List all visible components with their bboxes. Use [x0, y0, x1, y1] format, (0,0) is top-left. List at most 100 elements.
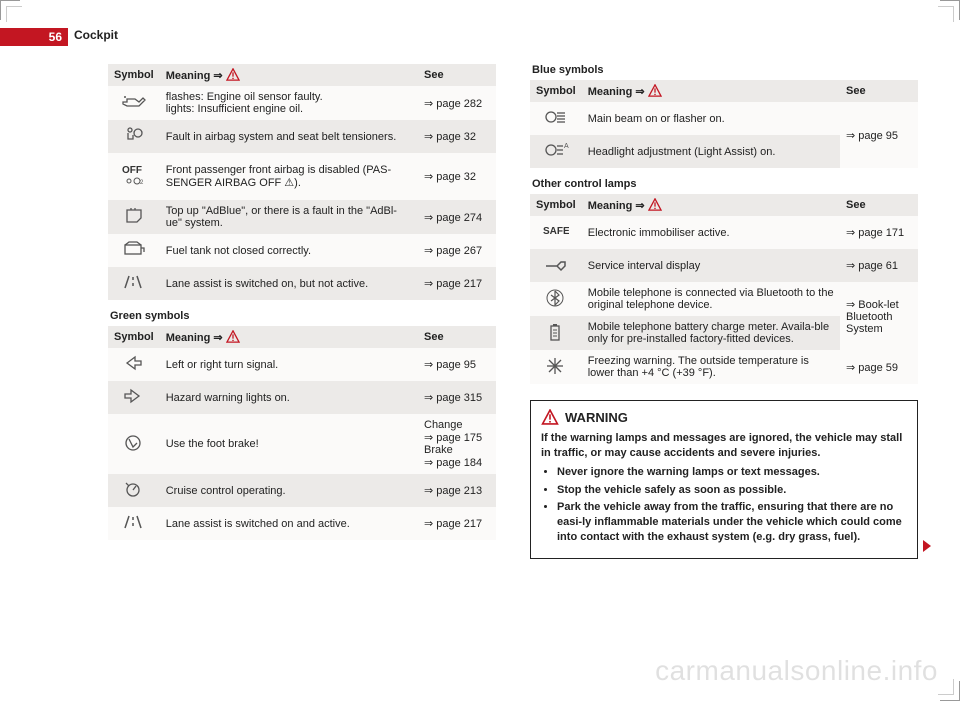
main-beam-icon [543, 107, 569, 127]
table-row: Use the foot brake!Change⇒ page 175Brake… [108, 414, 496, 474]
symbol-table-blue: Symbol Meaning ⇒ See Main beam on or fla… [530, 80, 918, 168]
meaning-cell: Front passenger front airbag is disabled… [160, 153, 418, 200]
see-cell: ⇒ page 32 [418, 153, 496, 200]
airbag-person-icon [121, 125, 147, 145]
meaning-cell: Service interval display [582, 249, 840, 282]
other-lamps-heading: Other control lamps [532, 178, 918, 190]
meaning-cell: Use the foot brake! [160, 414, 418, 474]
bluetooth-icon [543, 288, 569, 308]
col-meaning: Meaning ⇒ [582, 194, 840, 216]
battery-icon [543, 322, 569, 342]
table-row: Hazard warning lights on.⇒ page 315 [108, 381, 496, 414]
warning-triangle-icon [226, 330, 240, 343]
continuation-arrow-icon [923, 540, 931, 552]
see-cell: ⇒ page 315 [418, 381, 496, 414]
col-symbol: Symbol [108, 326, 160, 348]
arrow-right-icon [121, 386, 147, 406]
watermark: carmanualsonline.info [655, 655, 938, 687]
meaning-cell: Electronic immobiliser active. [582, 216, 840, 249]
table-row: Lane assist is switched on and active.⇒ … [108, 507, 496, 540]
warning-triangle-icon [648, 84, 662, 97]
meaning-cell: Fuel tank not closed correctly. [160, 234, 418, 267]
see-cell: ⇒ page 274 [418, 200, 496, 234]
col-meaning: Meaning ⇒ [160, 64, 418, 86]
symbol-table-top: Symbol Meaning ⇒ See flashes: Engine oil… [108, 64, 496, 300]
see-cell: ⇒ page 32 [418, 120, 496, 153]
warning-triangle-icon [541, 409, 559, 425]
table-row: Cruise control operating.⇒ page 213 [108, 474, 496, 507]
table-row: Service interval display⇒ page 61 [530, 249, 918, 282]
see-cell: ⇒ page 61 [840, 249, 918, 282]
warning-intro: If the warning lamps and messages are ig… [541, 431, 907, 461]
table-row: flashes: Engine oil sensor faulty.lights… [108, 86, 496, 120]
col-see: See [840, 80, 918, 102]
table-row: Front passenger front airbag is disabled… [108, 153, 496, 200]
meaning-cell: Mobile telephone is connected via Blueto… [582, 282, 840, 316]
col-symbol: Symbol [530, 194, 582, 216]
see-cell: ⇒ page 95 [840, 102, 918, 168]
table-row: Mobile telephone is connected via Blueto… [530, 282, 918, 316]
see-cell: ⇒ page 95 [418, 348, 496, 381]
crop-mark [938, 6, 954, 22]
warning-box: WARNING If the warning lamps and message… [530, 400, 918, 559]
col-see: See [418, 326, 496, 348]
table-row: Lane assist is switched on, but not acti… [108, 267, 496, 300]
lane-lines-icon [121, 512, 147, 532]
table-row: Top up "AdBlue", or there is a fault in … [108, 200, 496, 234]
meaning-cell: Mobile telephone battery charge meter. A… [582, 316, 840, 350]
warning-bullet: Stop the vehicle safely as soon as possi… [557, 483, 907, 498]
fuel-cap-icon [121, 239, 147, 259]
warning-heading: WARNING [565, 410, 628, 425]
warning-bullet: Park the vehicle away from the traffic, … [557, 500, 907, 545]
warning-bullet: Never ignore the warning lamps or text m… [557, 465, 907, 480]
col-meaning: Meaning ⇒ [160, 326, 418, 348]
see-cell: ⇒ page 171 [840, 216, 918, 249]
see-cell: Change⇒ page 175Brake⇒ page 184 [418, 414, 496, 474]
adblue-icon [121, 206, 147, 226]
safe-text-icon [543, 221, 569, 241]
foot-brake-icon [121, 433, 147, 453]
section-header: Cockpit [74, 28, 118, 42]
col-symbol: Symbol [108, 64, 160, 86]
table-row: Fault in airbag system and seat belt ten… [108, 120, 496, 153]
see-cell: ⇒ Book-let Bluetooth System [840, 282, 918, 350]
symbol-table-green: Symbol Meaning ⇒ See Left or right turn … [108, 326, 496, 540]
see-cell: ⇒ page 213 [418, 474, 496, 507]
see-cell: ⇒ page 217 [418, 507, 496, 540]
table-row: Fuel tank not closed correctly.⇒ page 26… [108, 234, 496, 267]
symbol-table-other: Symbol Meaning ⇒ See Electronic immobili… [530, 194, 918, 384]
col-see: See [418, 64, 496, 86]
meaning-cell: Fault in airbag system and seat belt ten… [160, 120, 418, 153]
off-airbag-icon [121, 158, 147, 192]
right-column: Blue symbols Symbol Meaning ⇒ See Main b… [530, 64, 918, 559]
meaning-cell: Cruise control operating. [160, 474, 418, 507]
col-symbol: Symbol [530, 80, 582, 102]
table-row: Left or right turn signal.⇒ page 95 [108, 348, 496, 381]
see-cell: ⇒ page 59 [840, 350, 918, 384]
meaning-cell: flashes: Engine oil sensor faulty.lights… [160, 86, 418, 120]
col-see: See [840, 194, 918, 216]
arrow-left-icon [121, 353, 147, 373]
see-cell: ⇒ page 217 [418, 267, 496, 300]
meaning-cell: Hazard warning lights on. [160, 381, 418, 414]
meaning-cell: Lane assist is switched on and active. [160, 507, 418, 540]
warning-triangle-icon [648, 198, 662, 211]
page-number-tab: 56 [0, 28, 68, 46]
crop-mark [6, 6, 22, 22]
oil-can-icon [121, 92, 147, 112]
meaning-cell: Headlight adjustment (Light Assist) on. [582, 135, 840, 168]
see-cell: ⇒ page 267 [418, 234, 496, 267]
meaning-cell: Top up "AdBlue", or there is a fault in … [160, 200, 418, 234]
meaning-cell: Freezing warning. The outside temperatur… [582, 350, 840, 384]
col-meaning: Meaning ⇒ [582, 80, 840, 102]
meaning-cell: Main beam on or flasher on. [582, 102, 840, 135]
cruise-icon [121, 479, 147, 499]
meaning-cell: Lane assist is switched on, but not acti… [160, 267, 418, 300]
lane-lines-icon [121, 272, 147, 292]
table-row: Main beam on or flasher on.⇒ page 95 [530, 102, 918, 135]
snowflake-icon [543, 356, 569, 376]
see-cell: ⇒ page 282 [418, 86, 496, 120]
table-row: Electronic immobiliser active.⇒ page 171 [530, 216, 918, 249]
meaning-cell: Left or right turn signal. [160, 348, 418, 381]
warning-triangle-icon [226, 68, 240, 81]
